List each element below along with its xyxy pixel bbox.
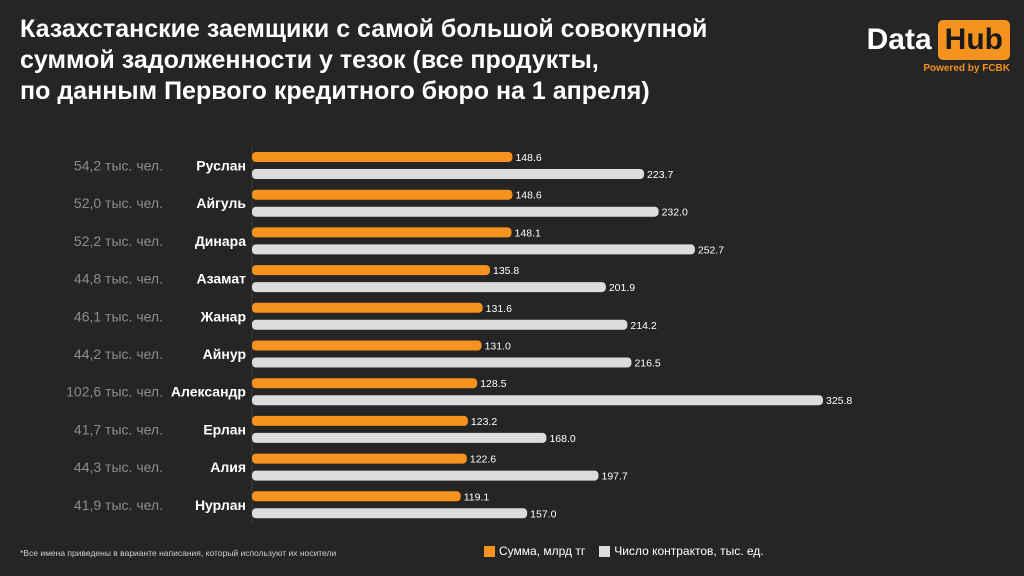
- category-label: Азамат: [197, 271, 247, 287]
- data-label-sum: 122.6: [470, 454, 496, 466]
- bar-sum: [252, 189, 513, 200]
- bar-sum: [252, 378, 478, 389]
- people-count-label: 102,6 тыс. чел.: [66, 384, 163, 400]
- people-count-label: 46,1 тыс. чел.: [74, 308, 163, 324]
- bar-sum: [252, 265, 491, 276]
- bar-sum: [252, 491, 461, 502]
- category-label: Айнур: [203, 346, 246, 362]
- people-count-label: 44,2 тыс. чел.: [74, 346, 163, 362]
- data-label-contracts: 201.9: [609, 282, 635, 294]
- people-count-label: 52,2 тыс. чел.: [74, 233, 163, 249]
- legend-swatch-contracts: [599, 545, 611, 557]
- logo-data-text: Data: [866, 23, 932, 56]
- logo-powered-by: Powered by FCBK: [923, 63, 1010, 74]
- legend-label-sum: Сумма, млрд тг: [499, 544, 586, 558]
- bar-sum: [252, 340, 482, 351]
- people-count-label: 44,8 тыс. чел.: [74, 271, 163, 287]
- data-label-sum: 119.1: [464, 491, 490, 503]
- data-label-contracts: 157.0: [530, 508, 556, 520]
- title-line-1: Казахстанские заемщики с самой большой с…: [20, 15, 708, 43]
- data-label-contracts: 223.7: [647, 169, 673, 181]
- title-line-2: суммой задолженности у тезок (все продук…: [20, 46, 599, 74]
- category-label: Айгуль: [196, 195, 246, 211]
- legend: Сумма, млрд тг Число контрактов, тыс. ед…: [484, 544, 778, 558]
- data-label-sum: 148.6: [515, 190, 541, 202]
- data-label-sum: 123.2: [471, 416, 497, 428]
- data-label-contracts: 216.5: [634, 358, 660, 370]
- category-label: Руслан: [196, 158, 246, 174]
- bar-sum: [252, 415, 468, 426]
- chart-title: Казахстанские заемщики с самой большой с…: [20, 14, 780, 107]
- bar-sum: [252, 227, 512, 238]
- bar-contracts: [252, 319, 628, 330]
- bar-sum: [252, 152, 513, 162]
- data-label-contracts: 325.8: [826, 395, 852, 407]
- people-count-label: 44,3 тыс. чел.: [74, 459, 163, 475]
- bar-contracts: [252, 169, 645, 179]
- legend-swatch-sum: [484, 545, 495, 557]
- category-label: Александр: [171, 384, 246, 400]
- category-label: Нурлан: [195, 497, 246, 513]
- legend-item-contracts: Число контрактов, тыс. ед.: [599, 544, 764, 558]
- category-label: Динара: [195, 233, 246, 249]
- bar-contracts: [252, 244, 695, 255]
- data-label-sum: 135.8: [493, 265, 519, 277]
- data-label-sum: 128.5: [480, 378, 506, 390]
- data-label-contracts: 214.2: [630, 320, 656, 332]
- people-count-label: 54,2 тыс. чел.: [74, 158, 163, 174]
- data-label-contracts: 252.7: [698, 244, 724, 256]
- datahub-logo: Data Hub Powered by FCBK: [810, 20, 1010, 74]
- data-label-contracts: 232.0: [662, 207, 688, 219]
- category-label: Алия: [210, 459, 246, 475]
- bar-chart: 54,2 тыс. чел. Руслан 148.6 223.7 52,0 тыс. …: [66, 146, 852, 523]
- footnote: *Все имена приведены в варианте написани…: [20, 548, 337, 558]
- data-label-sum: 148.6: [515, 152, 541, 164]
- logo-hub-text: Hub: [937, 20, 1010, 60]
- data-label-contracts: 168.0: [549, 433, 575, 445]
- legend-label-contracts: Число контрактов, тыс. ед.: [614, 544, 764, 558]
- bar-contracts: [252, 395, 823, 406]
- bar-contracts: [252, 470, 599, 481]
- bar-contracts: [252, 432, 547, 443]
- people-count-label: 41,7 тыс. чел.: [74, 421, 163, 437]
- bar-contracts: [252, 206, 659, 217]
- bar-sum: [252, 302, 483, 313]
- logo-wordmark: Data Hub: [867, 20, 1010, 60]
- people-count-label: 52,0 тыс. чел.: [74, 195, 163, 211]
- data-label-sum: 131.0: [485, 341, 511, 353]
- data-label-sum: 148.1: [515, 227, 541, 239]
- category-label: Жанар: [200, 308, 246, 324]
- data-label-sum: 131.6: [486, 303, 512, 315]
- bar-contracts: [252, 508, 528, 519]
- people-count-label: 41,9 тыс. чел.: [74, 497, 163, 513]
- title-line-3: по данным Первого кредитного бюро на 1 а…: [20, 77, 650, 105]
- legend-item-sum: Сумма, млрд тг: [484, 544, 585, 558]
- category-label: Ерлан: [203, 421, 246, 437]
- bar-contracts: [252, 282, 606, 293]
- bar-sum: [252, 453, 467, 464]
- data-label-contracts: 197.7: [601, 471, 627, 483]
- bar-contracts: [252, 357, 632, 368]
